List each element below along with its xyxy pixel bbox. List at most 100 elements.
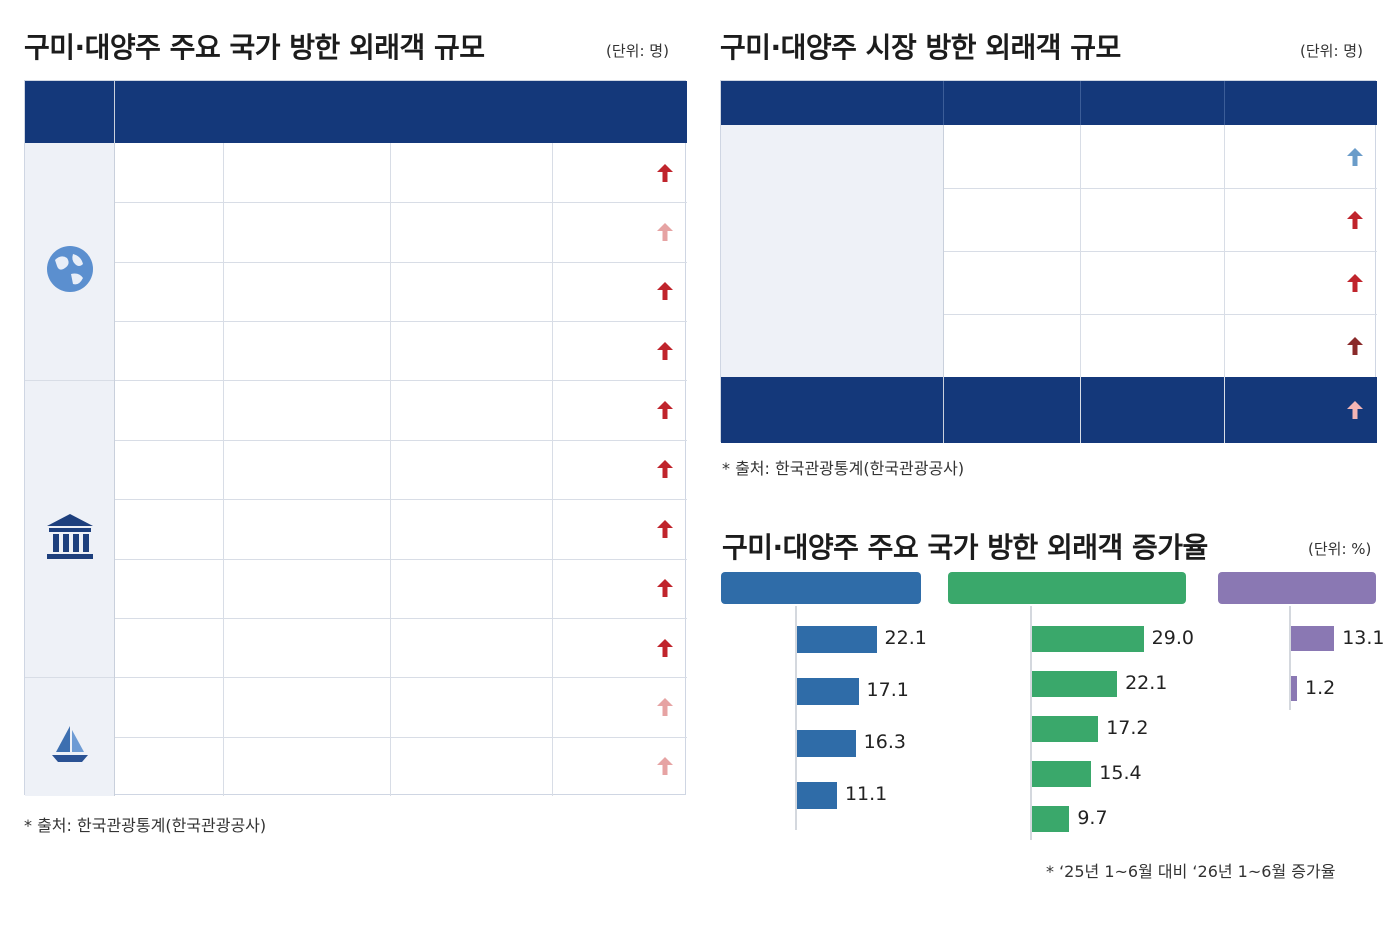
market-label — [721, 314, 943, 377]
country-name — [114, 618, 223, 677]
chart-axis — [1030, 606, 1032, 840]
visitors-2025 — [943, 125, 1080, 188]
left-source-note: * 출처: 한국관광통계(한국관광공사) — [24, 816, 267, 835]
country-name — [114, 143, 223, 202]
visitors-2026 — [390, 321, 552, 380]
visitors-2025 — [223, 677, 390, 736]
up-arrow-icon — [657, 282, 673, 301]
market-label — [721, 251, 943, 314]
bar — [1291, 626, 1335, 651]
header-cell — [1224, 81, 1377, 125]
column-divider — [223, 143, 224, 796]
bar — [1032, 761, 1092, 787]
sailboat-icon — [50, 724, 90, 768]
left-table-unit: (단위: 명) — [606, 42, 669, 60]
up-arrow-icon — [1347, 273, 1363, 292]
market-summary-table — [720, 80, 1377, 443]
bar — [1032, 671, 1118, 697]
visitors-2025 — [943, 188, 1080, 251]
visitors-2026 — [390, 380, 552, 439]
row-divider — [114, 736, 687, 738]
growth-rate — [552, 143, 687, 202]
growth-rate — [552, 499, 687, 558]
visitors-2026 — [390, 202, 552, 261]
bar — [797, 678, 859, 705]
row-divider — [114, 202, 687, 204]
left-table-title: 구미·대양주 주요 국가 방한 외래객 규모 — [24, 31, 485, 64]
growth-rate — [552, 440, 687, 499]
visitors-2026 — [390, 737, 552, 796]
growth-rate — [552, 262, 687, 321]
bar — [797, 626, 877, 653]
visitors-2025 — [223, 202, 390, 261]
growth-rate — [552, 618, 687, 677]
right-table-unit: (단위: 명) — [1300, 42, 1363, 60]
growth-rate — [1224, 125, 1377, 188]
country-name — [114, 499, 223, 558]
growth-rate — [1224, 188, 1377, 251]
value-label: 29.0 — [1151, 627, 1194, 649]
bar — [1032, 806, 1070, 832]
value-label: 1.2 — [1305, 677, 1336, 699]
country-name — [114, 380, 223, 439]
visitors-2026 — [390, 440, 552, 499]
region-cell — [25, 143, 114, 381]
visitors-2026 — [390, 618, 552, 677]
visitors-2025 — [223, 143, 390, 202]
visitors-2026 — [1080, 251, 1224, 314]
subtotal-2026 — [1080, 377, 1224, 443]
growth-rate — [1224, 314, 1377, 377]
bar — [797, 730, 856, 757]
value-label: 16.3 — [863, 731, 906, 753]
up-arrow-icon — [657, 579, 673, 598]
visitors-2025 — [223, 559, 390, 618]
value-label: 22.1 — [1125, 672, 1168, 694]
up-arrow-icon — [657, 163, 673, 182]
growth-rate — [1224, 251, 1377, 314]
growth-rate — [552, 737, 687, 796]
header-cell — [943, 81, 1080, 125]
value-label: 17.1 — [866, 679, 909, 701]
region-cell — [25, 677, 114, 796]
country-name — [114, 440, 223, 499]
visitors-2026 — [390, 499, 552, 558]
up-arrow-icon — [657, 223, 673, 242]
region-pill — [721, 572, 921, 604]
visitors-2025 — [943, 314, 1080, 377]
up-arrow-icon — [657, 401, 673, 420]
growth-rate — [552, 321, 687, 380]
column-divider — [1080, 125, 1081, 443]
chart-axis — [1289, 606, 1291, 710]
country-name — [114, 559, 223, 618]
right-source-note: * 출처: 한국관광통계(한국관광공사) — [722, 459, 965, 478]
bar — [1291, 676, 1297, 701]
visitors-2026 — [390, 262, 552, 321]
country-visitor-table — [24, 80, 687, 796]
column-divider — [943, 125, 944, 443]
growth-chart-unit: (단위: %) — [1308, 540, 1372, 558]
growth-rate — [552, 677, 687, 736]
header-cell — [1080, 81, 1224, 125]
column-divider — [552, 143, 553, 796]
column-divider — [1080, 81, 1081, 125]
column-divider — [943, 81, 944, 125]
visitors-2026 — [1080, 188, 1224, 251]
row-divider — [114, 499, 687, 501]
header-cell — [721, 81, 943, 125]
header-cell — [390, 81, 552, 143]
region-pill — [948, 572, 1186, 604]
header-cell — [223, 81, 390, 143]
up-arrow-icon — [1347, 336, 1363, 355]
row-divider — [114, 677, 687, 679]
visitors-2025 — [223, 380, 390, 439]
visitors-2026 — [390, 143, 552, 202]
table-header — [721, 81, 1377, 125]
bar — [1032, 626, 1144, 652]
column-divider — [114, 81, 115, 796]
subtotal-2025 — [943, 377, 1080, 443]
visitors-2026 — [390, 677, 552, 736]
globe-icon — [45, 244, 95, 298]
right-table-title: 구미·대양주 시장 방한 외래객 규모 — [720, 31, 1121, 64]
value-label: 22.1 — [884, 627, 927, 649]
table-header — [25, 81, 687, 143]
